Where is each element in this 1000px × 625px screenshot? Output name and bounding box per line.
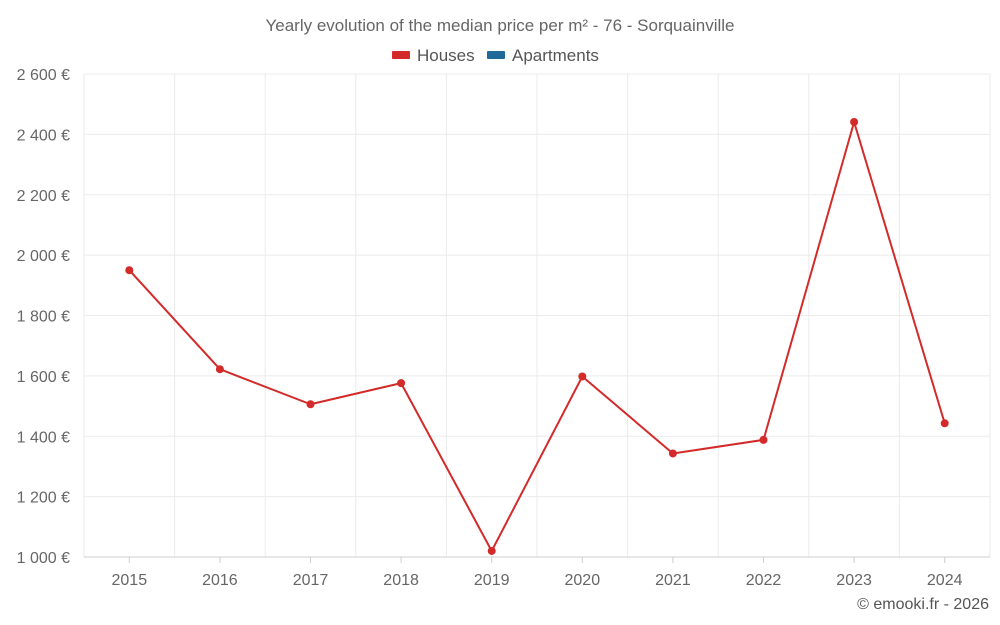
data-point[interactable]	[578, 372, 587, 381]
x-axis: 2015 2016 2017 2018 2019 2020 2021 2022 2023 2024	[84, 556, 990, 589]
y-tick-label: 1 600 €	[17, 369, 70, 386]
data-point[interactable]	[306, 400, 315, 409]
y-tick-label: 1 800 €	[17, 309, 70, 326]
x-tick-label: 2018	[383, 572, 419, 589]
legend-item-houses[interactable]: Houses	[392, 46, 475, 65]
y-axis: 1 000 € 1 200 € 1 400 € 1 600 € 1 800 € 2 000…	[17, 67, 70, 567]
x-tick-label: 2023	[836, 572, 872, 589]
y-tick-label: 2 000 €	[17, 248, 70, 265]
y-tick-label: 1 000 €	[17, 550, 70, 567]
x-tick-label: 2016	[202, 572, 238, 589]
x-tick-label: 2020	[565, 572, 601, 589]
legend: Houses Apartments	[392, 46, 599, 65]
data-point[interactable]	[487, 546, 496, 555]
legend-swatch-houses	[392, 51, 410, 59]
x-tick-label: 2024	[927, 572, 963, 589]
legend-label-houses: Houses	[417, 46, 475, 65]
y-tick-label: 1 200 €	[17, 490, 70, 507]
legend-swatch-apartments	[487, 51, 505, 59]
data-point[interactable]	[850, 117, 859, 126]
credit-text: © emooki.fr - 2026	[857, 596, 989, 613]
x-tick-label: 2022	[746, 572, 782, 589]
data-point[interactable]	[125, 266, 134, 275]
legend-item-apartments[interactable]: Apartments	[487, 46, 599, 65]
data-point[interactable]	[397, 379, 406, 388]
data-point[interactable]	[668, 449, 677, 458]
y-tick-label: 2 200 €	[17, 188, 70, 205]
x-tick-label: 2019	[474, 572, 510, 589]
series-houses	[125, 117, 949, 555]
data-point[interactable]	[759, 435, 768, 444]
data-point[interactable]	[215, 365, 224, 374]
x-tick-label: 2017	[293, 572, 329, 589]
legend-label-apartments: Apartments	[512, 46, 599, 65]
x-tick-label: 2021	[655, 572, 691, 589]
series-line	[128, 120, 946, 552]
y-tick-label: 2 600 €	[17, 67, 70, 84]
y-tick-label: 2 400 €	[17, 127, 70, 144]
grid	[83, 73, 991, 557]
data-point[interactable]	[940, 419, 949, 428]
x-tick-label: 2015	[112, 572, 148, 589]
chart-title: Yearly evolution of the median price per…	[265, 16, 734, 35]
y-tick-label: 1 400 €	[17, 429, 70, 446]
